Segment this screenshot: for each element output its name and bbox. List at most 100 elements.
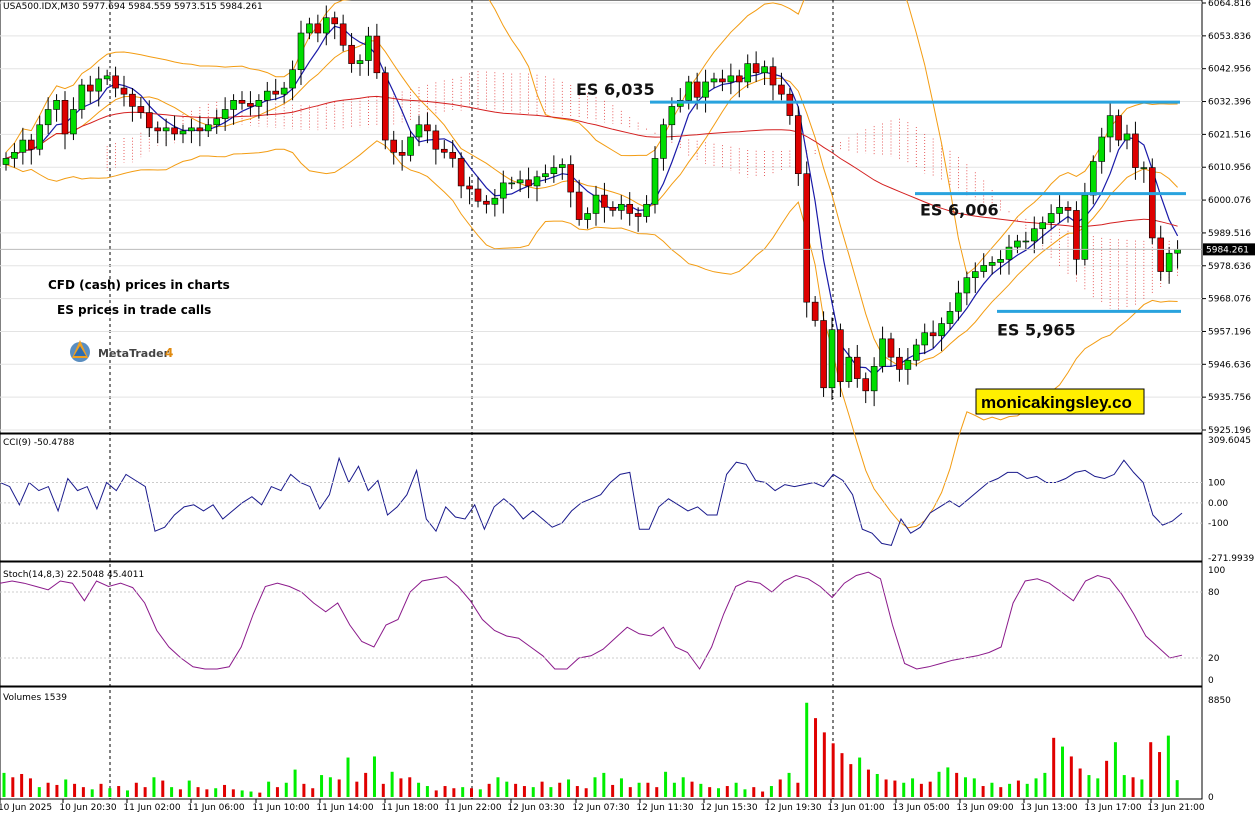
y-tick-label: 5989.516 — [1208, 229, 1251, 239]
volume-tick-label: 8850 — [1208, 696, 1231, 706]
candle-body — [306, 23, 313, 34]
y-tick-label: 5925.196 — [1208, 426, 1251, 436]
cci-tick-label: -100 — [1208, 519, 1229, 529]
x-tick-label: 11 Jun 10:00 — [252, 803, 309, 813]
stoch-line — [0, 571, 1183, 670]
stoch-tick-label: 0 — [1208, 676, 1214, 686]
main-header: USA500.IDX,M30 5977.694 5984.559 5973.51… — [3, 2, 263, 12]
candle-body — [272, 90, 280, 95]
candle-body — [491, 197, 499, 205]
volume-panel — [0, 686, 1203, 800]
candle-body — [213, 118, 221, 126]
candle-body — [204, 124, 212, 132]
candle-body — [2, 158, 10, 165]
candle-body — [879, 338, 886, 367]
candle-body — [929, 332, 937, 337]
candle-body — [483, 200, 490, 205]
candle-body — [154, 127, 162, 132]
candle-body — [1148, 167, 1156, 239]
candle-body — [1030, 228, 1038, 242]
candle-body — [845, 356, 853, 382]
stoch-tick-label: 20 — [1208, 654, 1220, 664]
candle-body — [651, 158, 659, 205]
candle-body — [297, 32, 305, 71]
candle-body — [70, 109, 77, 135]
stoch-tick-label: 80 — [1208, 588, 1220, 598]
candle-body — [1014, 240, 1021, 248]
candle-body — [837, 329, 844, 382]
current-price-box — [1203, 243, 1255, 256]
candle-body — [1132, 133, 1139, 168]
candle-body — [365, 35, 372, 61]
candle-body — [769, 66, 777, 86]
candle-body — [247, 103, 254, 107]
x-tick-label: 13 Jun 17:00 — [1084, 803, 1141, 813]
candle-body — [820, 320, 827, 389]
x-tick-label: 12 Jun 15:30 — [700, 803, 757, 813]
candle-body — [1157, 237, 1165, 272]
candle-body — [980, 265, 988, 272]
candle-body — [634, 213, 642, 217]
logo-number: 4 — [165, 346, 173, 360]
candle-body — [314, 23, 322, 34]
candle-body — [1106, 115, 1114, 138]
candle-body — [120, 87, 128, 95]
x-tick-label: 12 Jun 03:30 — [507, 803, 564, 813]
candle-body — [617, 203, 625, 211]
candle-body — [44, 109, 52, 126]
candle-body — [752, 63, 760, 74]
candle-body — [601, 194, 608, 208]
candle-body — [263, 90, 271, 101]
metatrader-logo: MetaTrader 4 — [70, 340, 173, 362]
candle-body — [1115, 115, 1122, 141]
logo-text: MetaTrader — [98, 347, 170, 360]
candle-body — [466, 185, 473, 190]
candle-body — [86, 84, 94, 92]
candle-body — [1123, 133, 1131, 141]
candle-body — [1098, 136, 1106, 162]
site-label: monicakingsley.co — [981, 393, 1132, 412]
candle-body — [1039, 222, 1047, 230]
moving-average-red — [5, 95, 1178, 228]
candle-body — [53, 100, 60, 110]
candle-body — [331, 17, 339, 25]
cci-line — [0, 456, 1183, 546]
y-tick-label: 5935.756 — [1208, 393, 1251, 403]
candle-body — [280, 87, 288, 95]
candle-body — [1073, 210, 1080, 260]
candle-body — [575, 191, 583, 220]
candle-body — [1174, 249, 1181, 254]
candle-body — [230, 100, 237, 110]
x-tick-label: 11 Jun 02:00 — [123, 803, 180, 813]
y-tick-label: 6042.956 — [1208, 65, 1251, 75]
candle-body — [584, 213, 591, 220]
y-tick-label: 6053.836 — [1208, 32, 1251, 42]
candle-body — [1022, 240, 1030, 243]
y-tick-label: 5946.636 — [1208, 360, 1251, 370]
y-tick-label: 5957.196 — [1208, 327, 1251, 337]
candle-body — [61, 100, 69, 135]
candle-body — [710, 78, 718, 83]
note-es: ES prices in trade calls — [57, 303, 211, 317]
candle-body — [27, 139, 35, 150]
candle-body — [921, 332, 929, 346]
cci-header: CCI(9) -50.4788 — [3, 438, 75, 448]
current-price-label: 5984.261 — [1206, 245, 1249, 255]
volume-header: Volumes 1539 — [3, 693, 67, 703]
candle-body — [702, 81, 709, 98]
candle-body — [938, 323, 945, 337]
candle-body — [1056, 207, 1063, 214]
candle-body — [719, 78, 726, 83]
candle-body — [255, 100, 263, 107]
candle-body — [112, 75, 119, 89]
y-tick-label: 5978.636 — [1208, 262, 1251, 272]
candle-body — [145, 112, 153, 129]
candle-body — [129, 93, 136, 107]
candle-body — [542, 173, 549, 178]
candle-body — [381, 72, 389, 141]
y-tick-label: 6064.816 — [1208, 0, 1251, 9]
candle-body — [735, 75, 743, 83]
candle-body — [171, 127, 178, 135]
candle-body — [449, 151, 457, 159]
